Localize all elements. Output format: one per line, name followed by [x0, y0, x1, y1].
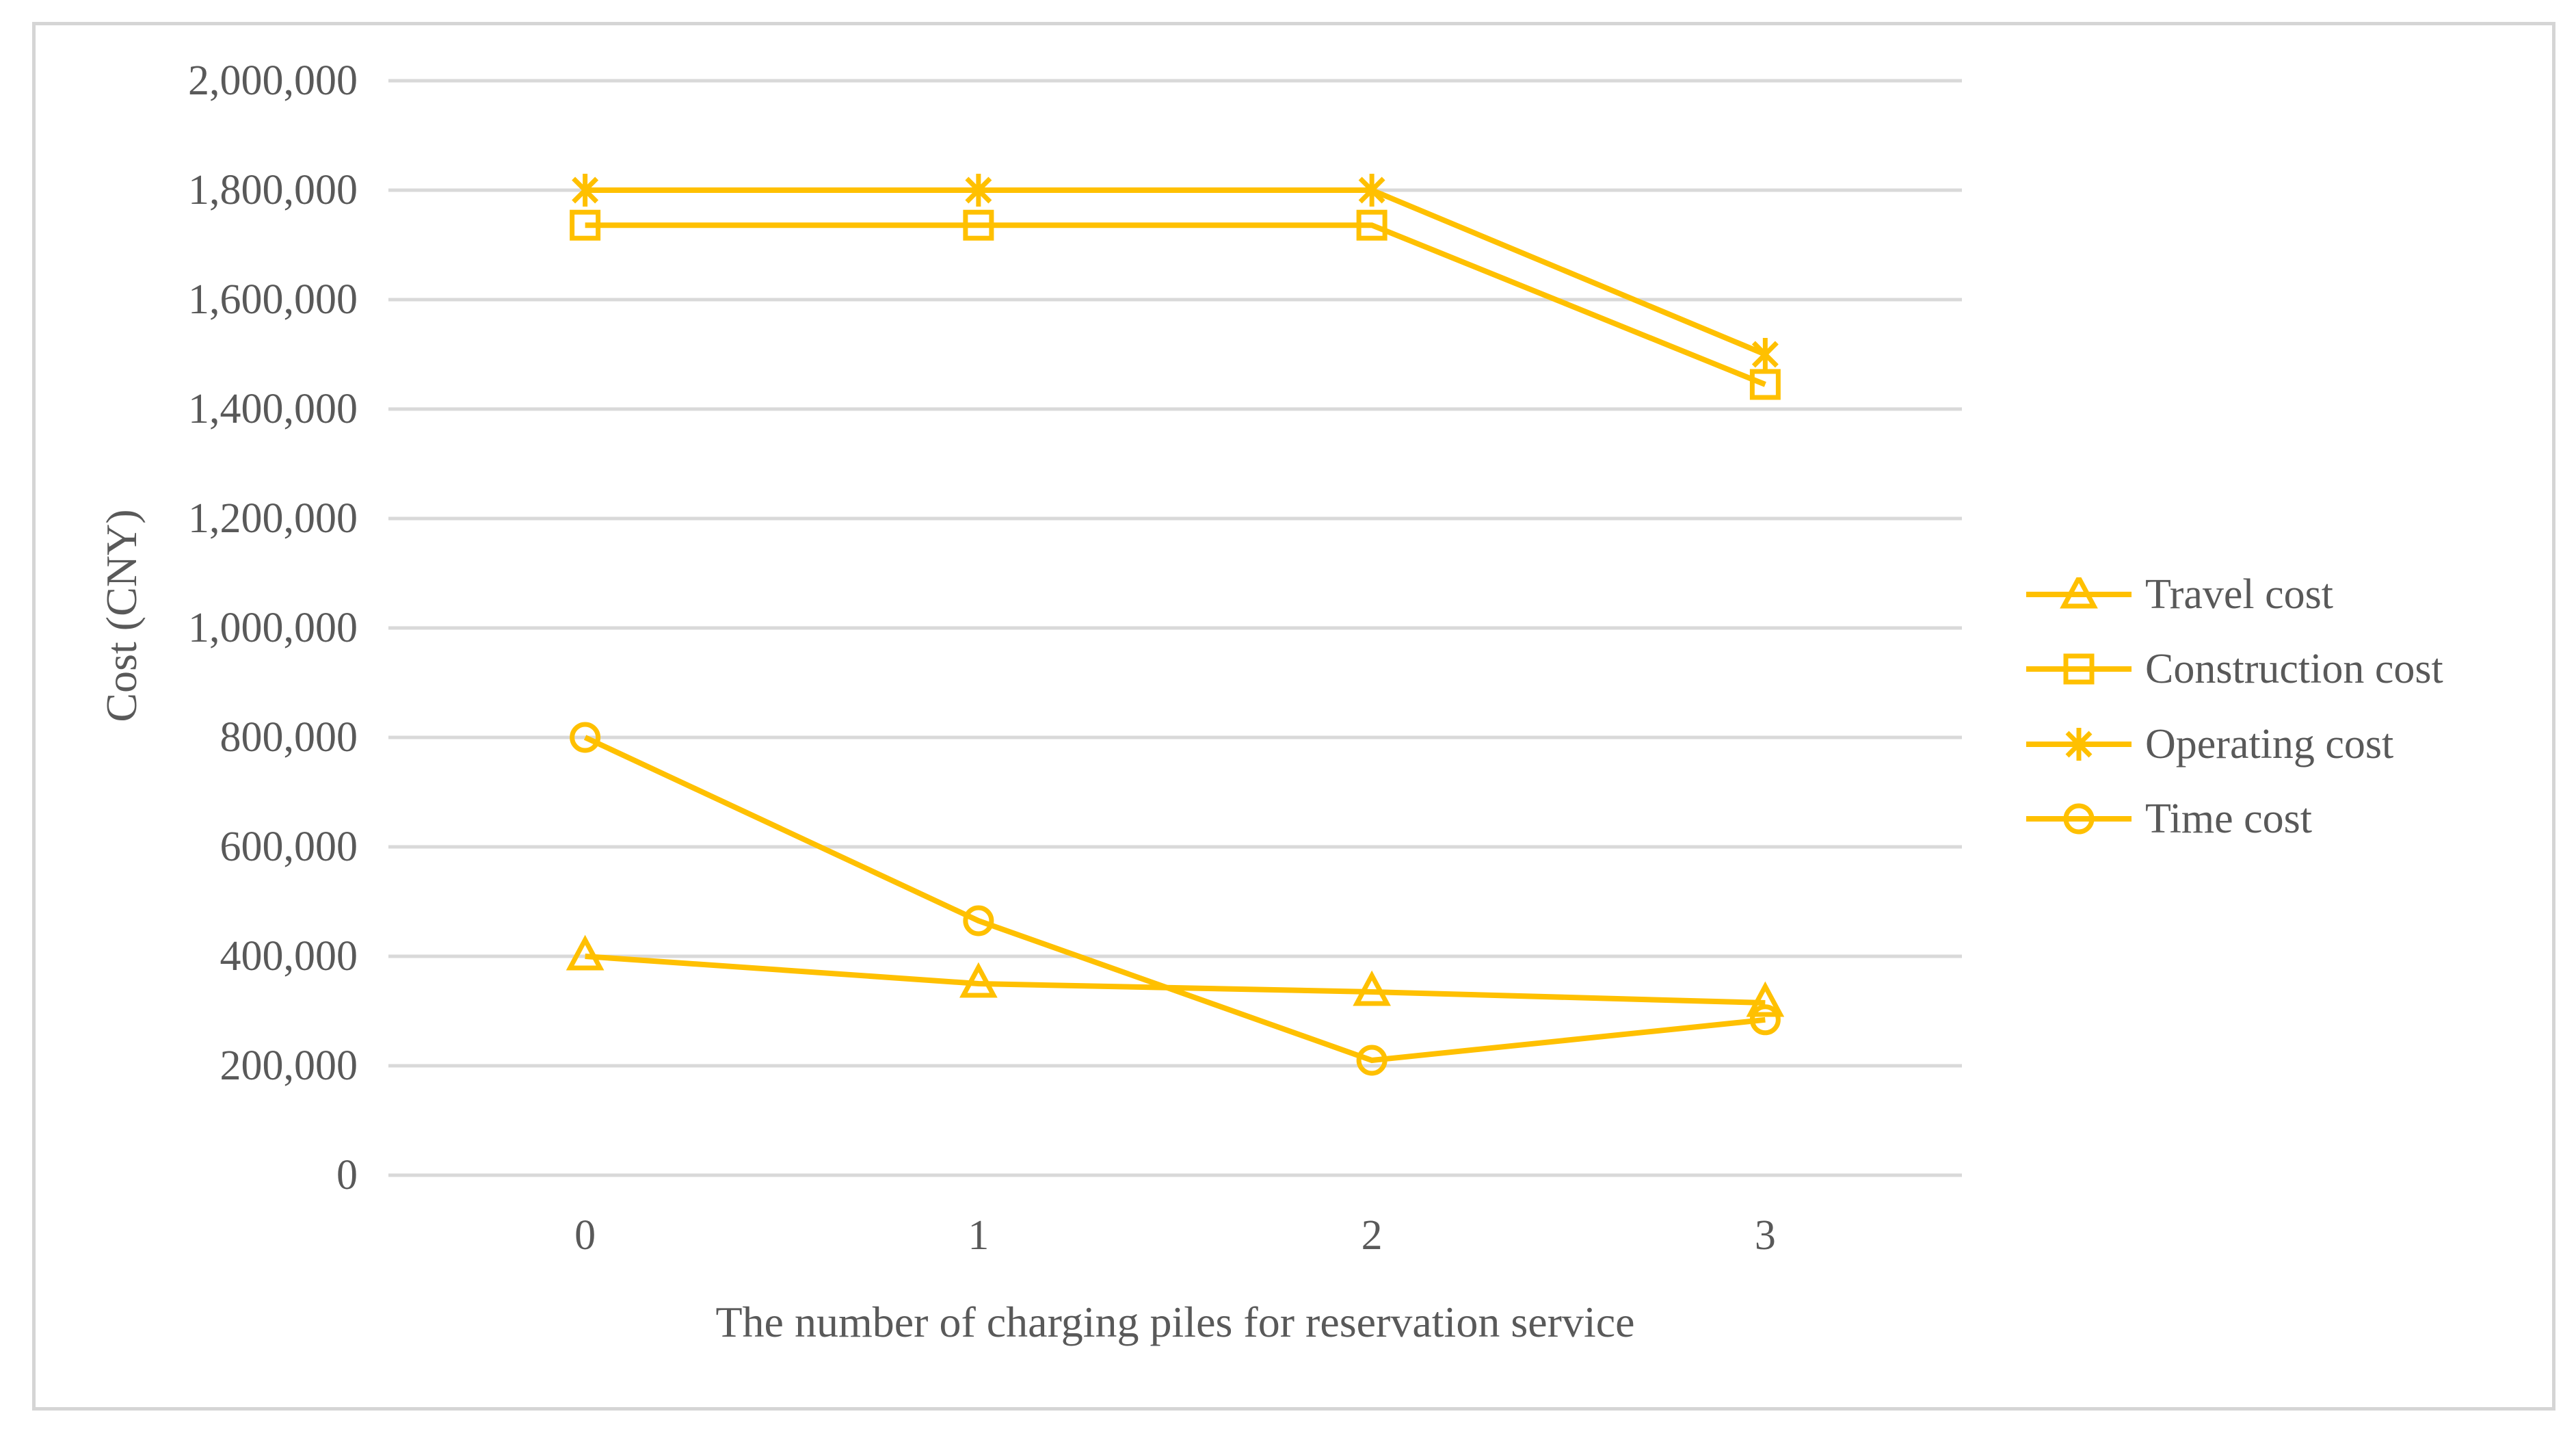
- y-tick-label: 800,000: [220, 714, 358, 761]
- square-marker-icon: [1749, 369, 1781, 400]
- circle-marker-icon: [1356, 1045, 1387, 1076]
- triangle-marker-icon: [1353, 970, 1391, 1006]
- legend-key-circle: [2026, 803, 2132, 835]
- chart-figure: [32, 22, 2555, 1411]
- square-marker-icon: [1356, 209, 1387, 241]
- series-line: [585, 187, 1766, 357]
- square-marker-icon: [963, 209, 994, 241]
- y-tick-label: 1,800,000: [188, 167, 358, 213]
- x-axis-title: The number of charging piles for reserva…: [715, 1298, 1635, 1346]
- y-tick-label: 1,000,000: [188, 605, 358, 651]
- x-tick-label: 1: [968, 1212, 990, 1259]
- asterisk-marker-icon: [572, 174, 599, 207]
- y-tick-label: 400,000: [220, 933, 358, 980]
- y-tick-label: 600,000: [220, 824, 358, 870]
- asterisk-marker-icon: [1358, 174, 1385, 207]
- square-marker-icon: [570, 209, 601, 241]
- y-axis-title: Cost (CNY): [97, 509, 146, 722]
- triangle-marker-icon: [2060, 577, 2098, 609]
- x-tick-label: 0: [574, 1212, 596, 1259]
- legend-key-square: [2026, 653, 2132, 685]
- y-tick-label: 0: [336, 1152, 358, 1198]
- square-marker-icon: [2063, 653, 2095, 685]
- circle-marker-icon: [1749, 1004, 1781, 1036]
- legend-key-triangle: [2026, 577, 2132, 609]
- circle-marker-icon: [963, 905, 994, 936]
- y-tick-label: 1,200,000: [188, 495, 358, 542]
- legend-label: Travel cost: [2145, 571, 2333, 618]
- legend-label: Construction cost: [2145, 646, 2443, 693]
- triangle-marker-icon: [959, 962, 998, 998]
- circle-marker-icon: [570, 722, 601, 753]
- y-tick-label: 1,600,000: [188, 276, 358, 323]
- legend-label: Operating cost: [2145, 720, 2394, 768]
- asterisk-marker-icon: [2065, 727, 2093, 761]
- y-tick-label: 1,400,000: [188, 386, 358, 432]
- asterisk-marker-icon: [965, 174, 992, 207]
- x-tick-label: 2: [1361, 1212, 1383, 1259]
- asterisk-marker-icon: [1751, 338, 1779, 371]
- series-line: [585, 222, 1766, 387]
- legend-label: Time cost: [2145, 795, 2313, 842]
- series-line: [583, 735, 1766, 1064]
- circle-marker-icon: [2063, 803, 2095, 835]
- x-tick-label: 3: [1754, 1212, 1776, 1259]
- triangle-marker-icon: [566, 934, 605, 971]
- legend-key-asterisk: [2026, 727, 2132, 761]
- triangle-marker-icon: [1746, 981, 1785, 1017]
- y-tick-label: 2,000,000: [188, 57, 358, 104]
- series-line: [585, 954, 1766, 1006]
- y-tick-label: 200,000: [220, 1043, 358, 1089]
